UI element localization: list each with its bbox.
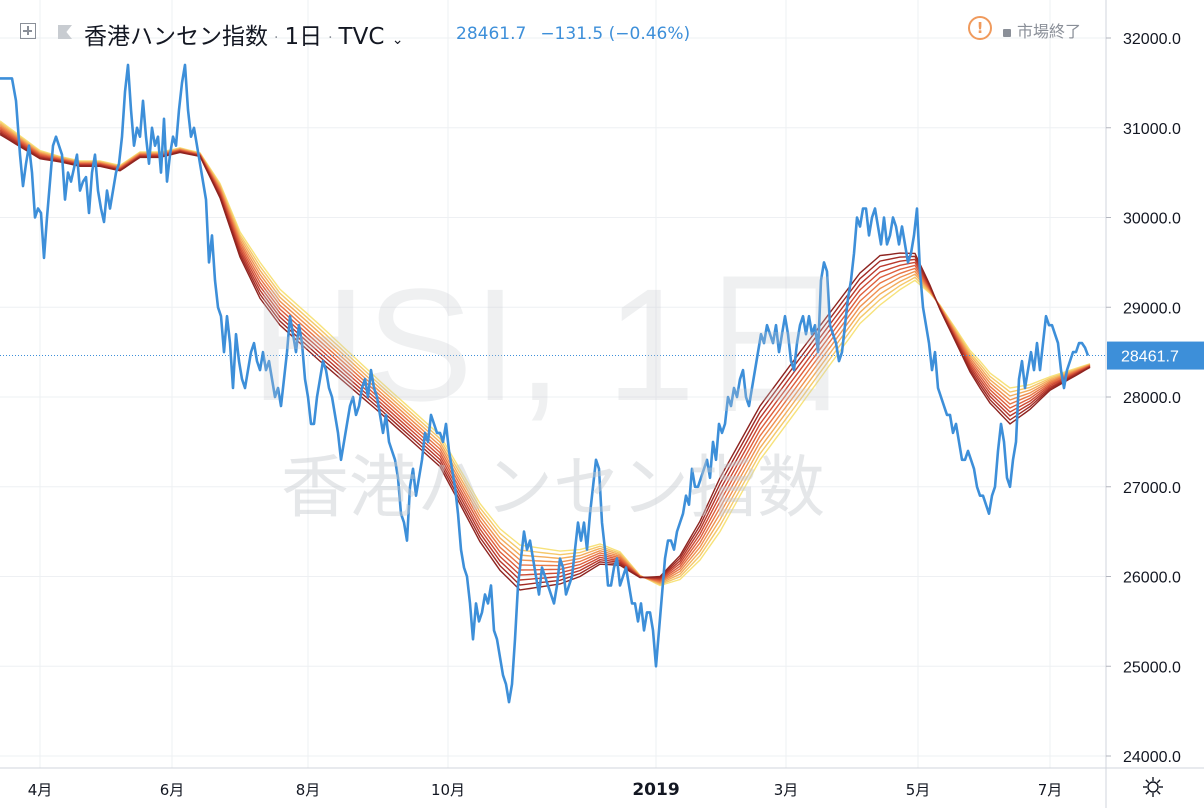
price-change: −131.5 (−0.46%) bbox=[540, 24, 691, 44]
y-tick-label: 32000.0 bbox=[1123, 31, 1181, 48]
y-axis[interactable]: 32000.0 31000.0 30000.0 29000.0 28000.0 27000… bbox=[1106, 31, 1204, 766]
chevron-down-icon[interactable]: ⌄ bbox=[391, 32, 404, 48]
interval-label: 1日 bbox=[284, 24, 323, 50]
x-tick-label: 3月 bbox=[774, 781, 799, 799]
x-axis[interactable]: 4月 6月 8月 10月 2019 3月 5月 7月 bbox=[28, 780, 1063, 800]
x-tick-label: 8月 bbox=[296, 781, 321, 799]
price-series bbox=[0, 63, 1090, 704]
source-label: TVC bbox=[338, 24, 385, 50]
price-line bbox=[0, 63, 1090, 704]
last-price: 28461.7 bbox=[456, 24, 527, 44]
last-price-label: 28461.7 bbox=[1121, 349, 1179, 366]
legend-header: 香港ハンセン指数 · 1日 · TVC ⌄ 28461.7 −131.5 (−0.46%)… bbox=[0, 0, 1106, 64]
watermark-name: 香港ハンセン指数 bbox=[280, 449, 825, 528]
x-tick-label: 7月 bbox=[1038, 781, 1063, 799]
separator-dot: · bbox=[328, 29, 333, 46]
market-status: 市場終了 bbox=[1003, 18, 1081, 42]
x-tick-label: 6月 bbox=[160, 781, 185, 799]
ma-line-10 bbox=[0, 133, 1091, 591]
x-tick-label: 10月 bbox=[431, 781, 465, 799]
y-tick-label: 27000.0 bbox=[1123, 480, 1181, 497]
alert-icon[interactable]: ! bbox=[968, 16, 992, 40]
y-tick-label: 28000.0 bbox=[1123, 390, 1181, 407]
y-tick-label: 30000.0 bbox=[1123, 211, 1181, 228]
price-readout: 28461.7 −131.5 (−0.46%) bbox=[456, 24, 704, 44]
x-tick-label: 4月 bbox=[28, 781, 53, 799]
status-dot-icon bbox=[1003, 28, 1011, 37]
y-tick-label: 31000.0 bbox=[1123, 121, 1181, 138]
symbol-name: 香港ハンセン指数 bbox=[84, 24, 268, 50]
compare-plus-icon[interactable] bbox=[20, 23, 36, 39]
watermark-symbol: HSI, 1日 bbox=[250, 255, 856, 434]
y-tick-label: 25000.0 bbox=[1123, 659, 1181, 676]
x-tick-label: 2019 bbox=[632, 780, 679, 800]
last-price-label-bg bbox=[1107, 341, 1204, 370]
settings-gear-icon[interactable] bbox=[1142, 776, 1164, 798]
y-tick-label: 26000.0 bbox=[1123, 570, 1181, 587]
x-tick-label: 5月 bbox=[906, 781, 931, 799]
separator-dot: · bbox=[274, 29, 279, 46]
symbol-title[interactable]: 香港ハンセン指数 · 1日 · TVC ⌄ bbox=[84, 17, 403, 51]
flag-icon[interactable] bbox=[58, 25, 72, 39]
market-status-text: 市場終了 bbox=[1017, 22, 1082, 41]
y-tick-label: 29000.0 bbox=[1123, 300, 1181, 317]
y-tick-label: 24000.0 bbox=[1123, 749, 1181, 766]
